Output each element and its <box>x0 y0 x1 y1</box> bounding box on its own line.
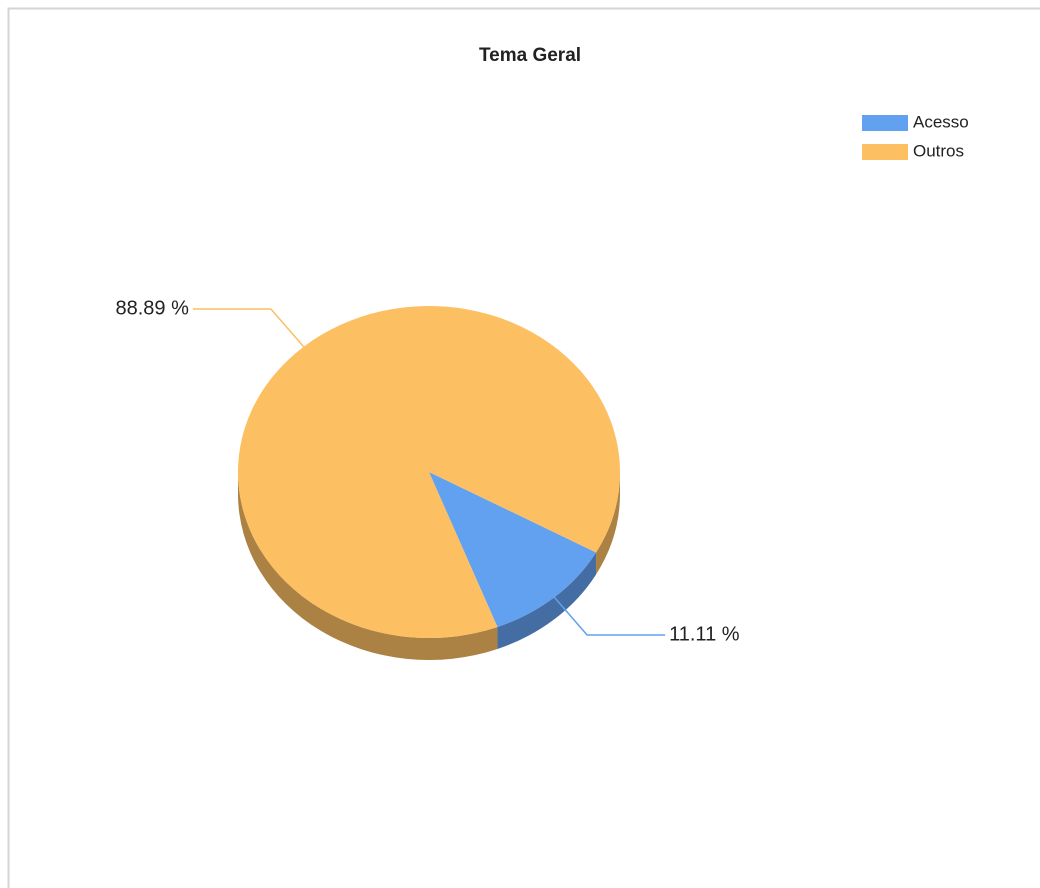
leader-line <box>192 308 305 348</box>
legend: Acesso Outros <box>862 112 969 160</box>
pie-slice <box>238 306 620 638</box>
pie-side <box>596 472 620 575</box>
legend-label: Outros <box>913 141 964 160</box>
pie-slice <box>429 472 597 627</box>
data-label: 88.89 % <box>115 297 189 319</box>
legend-swatch <box>862 144 908 160</box>
chart-title: Tema Geral <box>479 45 581 66</box>
leader-line <box>553 596 666 636</box>
pie-side <box>238 472 498 660</box>
data-label: 11.11 % <box>669 623 740 645</box>
legend-label: Acesso <box>913 112 969 131</box>
pie-labels: 11.11 % 88.89 % <box>115 297 739 645</box>
pie-tops <box>238 306 620 638</box>
pie-sides <box>238 472 620 660</box>
legend-swatch <box>862 115 908 131</box>
pie-side <box>497 552 597 649</box>
